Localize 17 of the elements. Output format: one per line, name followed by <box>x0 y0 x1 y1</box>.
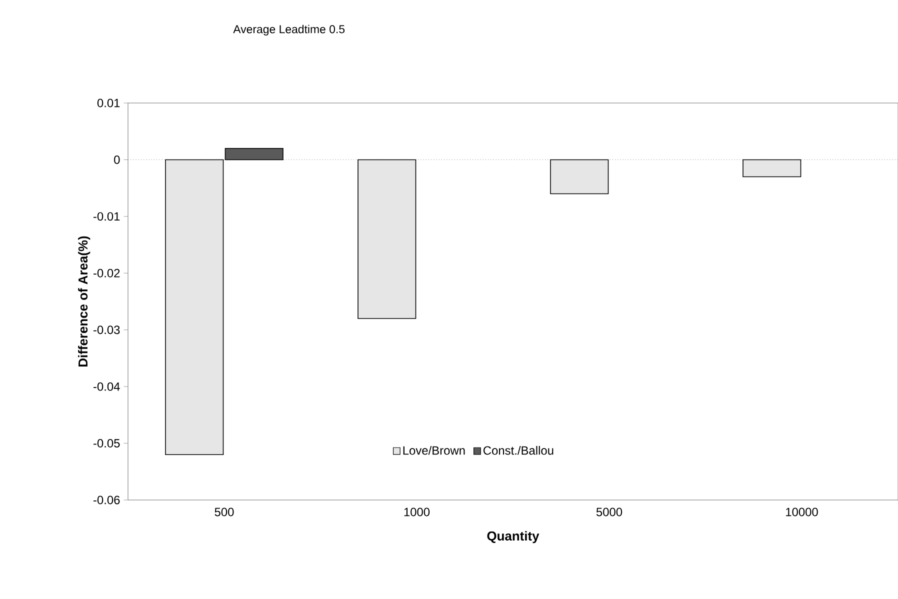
y-tick-label: -0.02 <box>94 268 120 278</box>
x-tick-label: 10000 <box>786 508 818 516</box>
chart-title: Average Leadtime 0.5 <box>233 24 345 36</box>
y-tick-label: 0 <box>114 155 120 164</box>
y-tick-label: -0.06 <box>94 496 120 504</box>
y-axis-title: Difference of Area(%) <box>78 236 90 366</box>
legend-label: Love/Brown <box>403 446 465 455</box>
y-tick-label: -0.04 <box>94 382 120 391</box>
y-tick-label: -0.01 <box>94 212 120 221</box>
y-tick-label: -0.05 <box>94 439 120 448</box>
y-tick-label: -0.03 <box>94 326 120 334</box>
x-tick-label: 1000 <box>404 508 430 516</box>
legend-label: Const./Ballou <box>484 446 554 455</box>
x-tick-label: 5000 <box>596 508 622 516</box>
y-tick-label: 0.01 <box>97 98 120 108</box>
x-tick-label: 500 <box>214 508 234 516</box>
x-axis-title: Quantity <box>487 531 540 544</box>
